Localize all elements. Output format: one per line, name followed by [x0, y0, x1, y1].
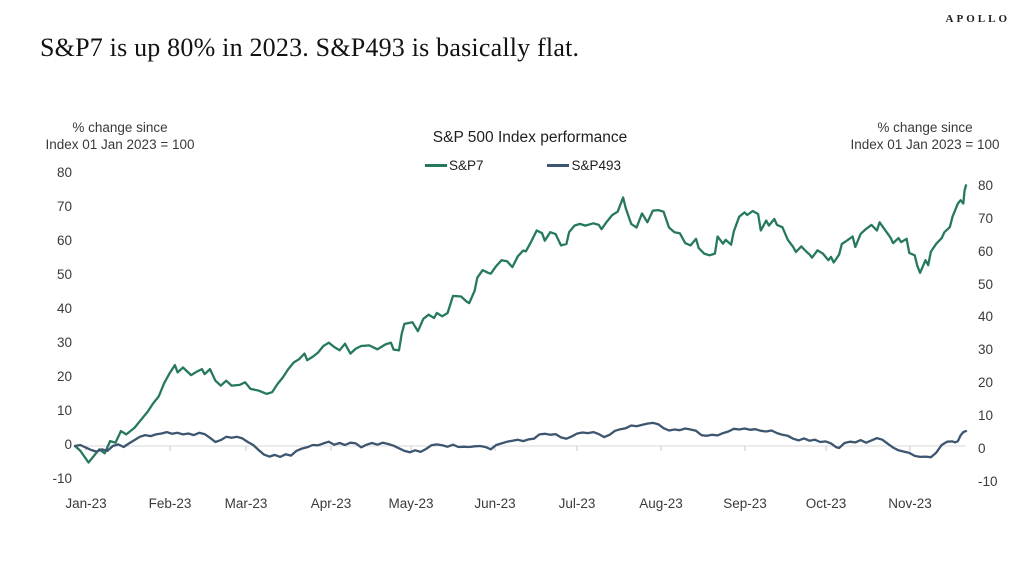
y-tick-right-80: 80 [978, 177, 994, 193]
legend-item-sp7: S&P7 [424, 158, 484, 173]
right-axis-note-line2: Index 01 Jan 2023 = 100 [850, 137, 1000, 152]
y-tick-right-30: 30 [978, 342, 994, 358]
x-tick-Jun-23: Jun-23 [474, 496, 516, 511]
x-tick-Jan-23: Jan-23 [65, 496, 107, 511]
y-tick-right--10: -10 [978, 473, 998, 489]
y-tick-right-50: 50 [978, 276, 994, 292]
left-axis-note-line2: Index 01 Jan 2023 = 100 [45, 137, 195, 152]
y-tick-left-50: 50 [56, 267, 72, 282]
x-tick-Jul-23: Jul-23 [558, 496, 596, 511]
x-tick-Sep-23: Sep-23 [723, 496, 767, 511]
y-tick-right-0: 0 [978, 441, 986, 456]
y-tick-right-60: 60 [978, 243, 994, 259]
chart-legend: S&P7 S&P493 [323, 158, 723, 173]
left-axis-note-line1: % change since [72, 120, 168, 135]
page-title: S&P7 is up 80% in 2023. S&P493 is basica… [40, 33, 580, 62]
right-axis-note-line1: % change since [877, 120, 973, 135]
y-tick-left-10: 10 [56, 403, 72, 418]
series-line-sp7 [73, 184, 968, 464]
right-axis-note: % change since Index 01 Jan 2023 = 100 [820, 119, 1024, 153]
series-line-sp493 [73, 421, 968, 459]
y-tick-left-40: 40 [56, 301, 72, 316]
legend-item-sp493: S&P493 [547, 158, 621, 173]
x-tick-Mar-23: Mar-23 [224, 496, 268, 511]
legend-swatch-icon [424, 164, 447, 167]
y-tick-right-10: 10 [978, 408, 994, 424]
y-tick-left-0: 0 [64, 437, 72, 452]
x-tick-Nov-23: Nov-23 [888, 496, 932, 511]
y-tick-left-70: 70 [56, 199, 72, 214]
y-tick-left-60: 60 [56, 233, 72, 248]
y-tick-right-40: 40 [978, 309, 994, 325]
legend-label: S&P7 [448, 158, 484, 173]
apollo-logo: APOLLO [945, 13, 1010, 25]
legend-label: S&P493 [571, 158, 622, 173]
y-tick-left--10: -10 [52, 471, 72, 486]
left-axis-note: % change since Index 01 Jan 2023 = 100 [15, 119, 225, 153]
x-tick-Oct-23: Oct-23 [805, 496, 847, 511]
y-tick-left-30: 30 [56, 335, 72, 350]
x-tick-Apr-23: Apr-23 [310, 496, 352, 511]
y-tick-left-20: 20 [56, 369, 72, 384]
chart-title: S&P 500 Index performance [432, 129, 628, 146]
y-tick-right-70: 70 [978, 210, 994, 226]
y-tick-left-80: 80 [56, 165, 72, 180]
x-tick-May-23: May-23 [388, 496, 434, 511]
x-tick-Aug-23: Aug-23 [639, 496, 683, 511]
x-tick-Feb-23: Feb-23 [148, 496, 192, 511]
y-tick-right-20: 20 [978, 375, 994, 391]
legend-swatch-icon [547, 164, 570, 167]
